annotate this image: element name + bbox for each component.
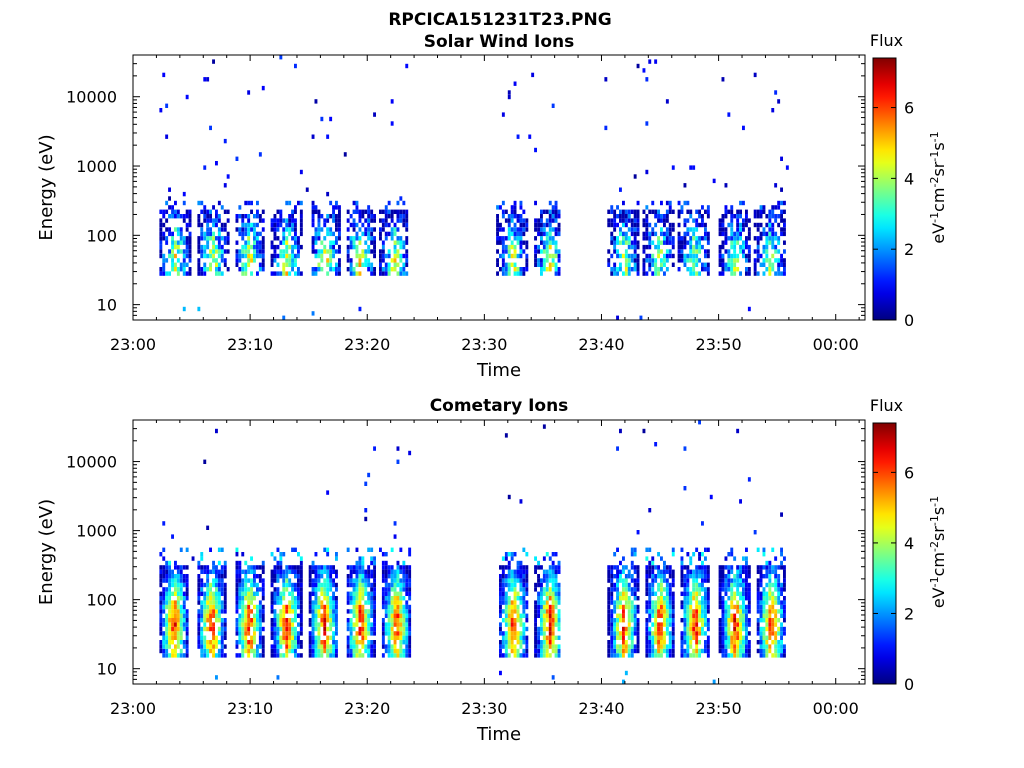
panel1-x-axis-label: Time: [476, 360, 521, 381]
panel2-colorbar-tick-label: 6: [904, 463, 914, 482]
panel1-x-tick-label: 23:40: [578, 335, 624, 354]
panel2-x-axis-label: Time: [476, 724, 521, 745]
panel1-colorbar-unit-label: eV-1cm-2sr-1s-1: [928, 131, 948, 243]
panel2-cells: [159, 420, 786, 684]
panel1-colorbar-title: Flux: [870, 31, 903, 50]
panel2-x-tick-label: 00:00: [813, 699, 859, 718]
panel2-y-tick-label: 10: [97, 660, 117, 679]
panel1-colorbar-tick-label: 6: [904, 99, 914, 118]
panel2-colorbar-unit-label: eV-1cm-2sr-1s-1: [928, 496, 948, 608]
panel1-x-tick-label: 23:00: [110, 335, 156, 354]
panel2-y-axis-label: Energy (eV): [36, 499, 57, 605]
panel1-colorbar-tick-label: 0: [904, 311, 914, 330]
panel2-colorbar-tick-label: 4: [904, 534, 914, 553]
panel1-title: Solar Wind Ions: [424, 32, 575, 52]
panel2-x-tick-label: 23:30: [461, 699, 507, 718]
panel2-x-tick-label: 23:20: [344, 699, 390, 718]
panel2-y-tick-label: 1000: [76, 522, 117, 541]
panel1-y-tick-label: 10000: [66, 88, 117, 107]
panel1-y-axis-label: Energy (eV): [36, 134, 57, 240]
panel1-axes-frame: [132, 54, 866, 321]
figure-title: RPCICA151231T23.PNG: [388, 10, 611, 30]
panel1-x-tick-label: 23:50: [696, 335, 742, 354]
panel2-axes-frame: [132, 419, 866, 685]
panel1-y-tick-label: 10: [97, 296, 117, 315]
panel1-colorbar-tick-label: 2: [904, 240, 914, 259]
panel2-colorbar: 0 2 4 6 Flux eV-1cm-2sr-1s-1: [870, 396, 948, 694]
panel1-x-tick-label: 23:10: [227, 335, 273, 354]
panel1-plot: Solar Wind Ions 23:00 23:10 23:20 23:30 23:40…: [36, 31, 948, 381]
panel2-title: Cometary Ions: [430, 396, 569, 416]
panel2-x-tick-label: 23:00: [110, 699, 156, 718]
panel1-y-tick-label: 1000: [76, 157, 117, 176]
panel1-colorbar-tick-label: 4: [904, 169, 914, 188]
panel2-colorbar-tick-label: 0: [904, 675, 914, 694]
panel1-cells: [159, 55, 789, 320]
panel2-x-tick-label: 23:40: [578, 699, 624, 718]
panel1-x-tick-label: 23:30: [461, 335, 507, 354]
panel2-colorbar-title: Flux: [870, 396, 903, 415]
panel2-y-tick-label: 10000: [66, 453, 117, 472]
panel2-x-tick-label: 23:50: [696, 699, 742, 718]
panel1-colorbar: 0 2 4 6 Flux eV-1cm-2sr-1s-1: [870, 31, 948, 330]
panel2-y-tick-label: 100: [86, 591, 117, 610]
panel1-x-tick-label: 00:00: [813, 335, 859, 354]
panel1-x-tick-label: 23:20: [344, 335, 390, 354]
panel2-plot: Cometary Ions 23:00 23:10 23:20 23:30 23:40 23…: [36, 396, 948, 745]
panel2-colorbar-tick-label: 2: [904, 604, 914, 623]
panel1-y-tick-label: 100: [86, 226, 117, 245]
panel2-x-tick-label: 23:10: [227, 699, 273, 718]
